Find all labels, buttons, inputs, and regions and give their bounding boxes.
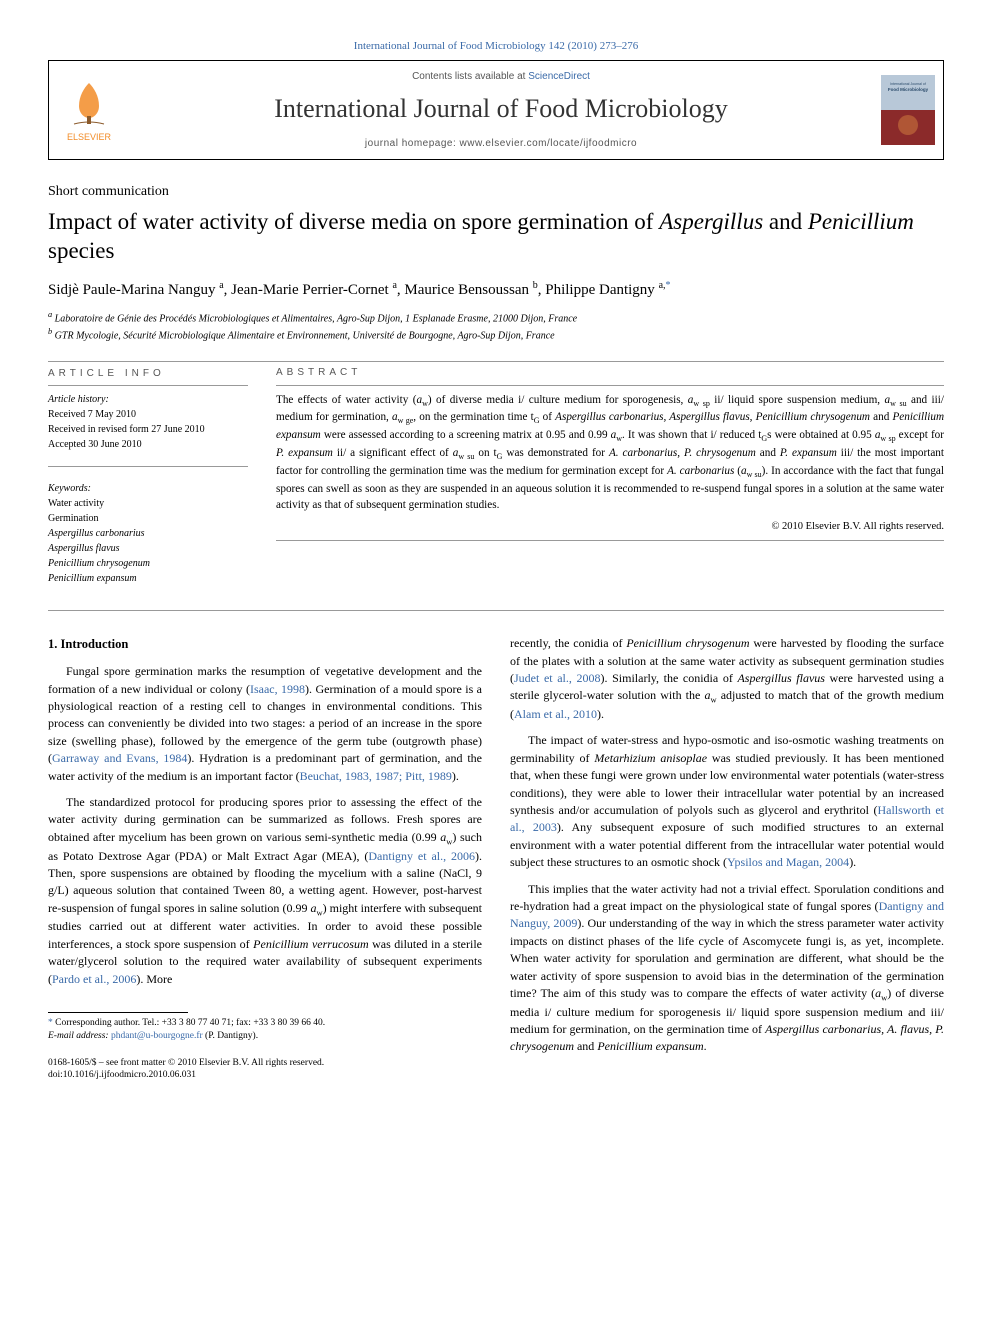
keyword: Penicillium chrysogenum: [48, 556, 248, 571]
footer-issn: 0168-1605/$ – see front matter © 2010 El…: [48, 1057, 482, 1070]
corresponding-email: E-mail address: phdant@u-bourgogne.fr (P…: [48, 1030, 482, 1043]
svg-text:Food Microbiology: Food Microbiology: [888, 87, 929, 92]
cover-icon: International Journal of Food Microbiolo…: [881, 75, 935, 145]
revised-date: Received in revised form 27 June 2010: [48, 422, 248, 437]
footer-doi: doi:10.1016/j.ijfoodmicro.2010.06.031: [48, 1069, 482, 1082]
journal-title: International Journal of Food Microbiolo…: [129, 94, 873, 124]
keyword: Aspergillus carbonarius: [48, 526, 248, 541]
affiliations: a Laboratoire de Génie des Procédés Micr…: [48, 309, 944, 344]
journal-cover-thumbnail: International Journal of Food Microbiolo…: [873, 61, 943, 159]
history-label: Article history:: [48, 392, 248, 407]
article-info-heading: ARTICLE INFO: [48, 366, 248, 381]
article-title: Impact of water activity of diverse medi…: [48, 208, 944, 266]
elsevier-logo: ELSEVIER: [49, 61, 129, 159]
keyword: Aspergillus flavus: [48, 541, 248, 556]
divider: [48, 361, 944, 362]
abstract-body: The effects of water activity (aw) of di…: [276, 392, 944, 514]
keyword: Penicillium expansum: [48, 571, 248, 586]
keywords-label: Keywords:: [48, 481, 248, 496]
elsevier-label: ELSEVIER: [67, 132, 111, 142]
affiliation-a: a Laboratoire de Génie des Procédés Micr…: [48, 309, 944, 326]
title-text-post: species: [48, 238, 114, 263]
keyword: Germination: [48, 511, 248, 526]
abstract-block: ABSTRACT The effects of water activity (…: [276, 366, 944, 586]
title-em-penicillium: Penicillium: [808, 209, 914, 234]
divider: [48, 610, 944, 611]
footnote-block: * Corresponding author. Tel.: +33 3 80 7…: [48, 1006, 482, 1043]
journal-homepage: journal homepage: www.elsevier.com/locat…: [129, 138, 873, 149]
intro-heading: 1. Introduction: [48, 635, 482, 653]
accepted-date: Accepted 30 June 2010: [48, 437, 248, 452]
title-text-mid: and: [763, 209, 808, 234]
footnote-rule: [48, 1012, 188, 1013]
intro-p5: This implies that the water activity had…: [510, 881, 944, 1056]
journal-reference: International Journal of Food Microbiolo…: [48, 40, 944, 52]
contents-line: Contents lists available at ScienceDirec…: [129, 71, 873, 82]
abstract-heading: ABSTRACT: [276, 366, 944, 381]
intro-p2: The standardized protocol for producing …: [48, 794, 482, 988]
intro-p1: Fungal spore germination marks the resum…: [48, 663, 482, 785]
header-center: Contents lists available at ScienceDirec…: [129, 61, 873, 159]
intro-p4: The impact of water-stress and hypo-osmo…: [510, 732, 944, 871]
sciencedirect-link[interactable]: ScienceDirect: [528, 71, 590, 82]
elsevier-tree-icon: [64, 78, 114, 128]
intro-p3: recently, the conidia of Penicillium chr…: [510, 635, 944, 723]
received-date: Received 7 May 2010: [48, 407, 248, 422]
authors-line: Sidjè Paule-Marina Nanguy a, Jean-Marie …: [48, 280, 944, 299]
article-info-block: ARTICLE INFO Article history: Received 7…: [48, 366, 248, 586]
contents-prefix: Contents lists available at: [412, 71, 528, 82]
keyword: Water activity: [48, 496, 248, 511]
article-type: Short communication: [48, 184, 944, 200]
affiliation-b: b GTR Mycologie, Sécurité Microbiologiqu…: [48, 326, 944, 343]
title-text-1: Impact of water activity of diverse medi…: [48, 209, 659, 234]
body-columns: 1. Introduction Fungal spore germination…: [48, 635, 944, 1082]
svg-text:International Journal of: International Journal of: [890, 82, 926, 86]
corresponding-author: * Corresponding author. Tel.: +33 3 80 7…: [48, 1017, 482, 1030]
title-em-aspergillus: Aspergillus: [659, 209, 763, 234]
journal-header: ELSEVIER Contents lists available at Sci…: [48, 60, 944, 160]
abstract-copyright: © 2010 Elsevier B.V. All rights reserved…: [276, 519, 944, 534]
